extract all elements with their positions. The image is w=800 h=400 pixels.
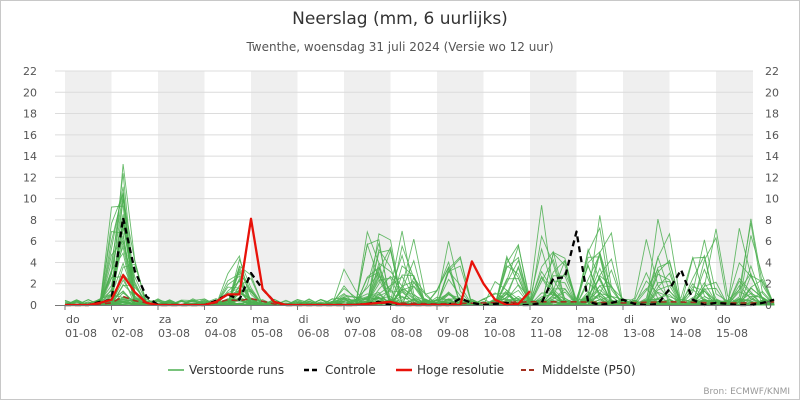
x-tick-weekday-9: za [485, 313, 498, 326]
x-tick-date-8: 09-08 [437, 327, 469, 340]
y-tick-right-4: 4 [765, 256, 772, 269]
x-tick-weekday-11: ma [578, 313, 595, 326]
legend[interactable]: Verstoorde runs Controle Hoge resolutie … [168, 363, 636, 377]
chart-title: Neerslag (mm, 6 uurlijks) [292, 9, 508, 29]
x-tick-date-4: 05-08 [251, 327, 283, 340]
x-tick-weekday-4: ma [252, 313, 269, 326]
x-tick-date-14: 15-08 [716, 327, 748, 340]
x-tick-weekday-10: zo [531, 313, 544, 326]
x-tick-date-0: 01-08 [65, 327, 97, 340]
y-tick-left-2: 2 [30, 278, 37, 291]
shade-band-4 [251, 71, 298, 305]
x-tick-weekday-0: do [66, 313, 80, 326]
x-tick-date-13: 14-08 [670, 327, 702, 340]
y-tick-right-22: 22 [765, 65, 779, 78]
x-tick-weekday-6: wo [345, 313, 361, 326]
shade-band-2 [158, 71, 205, 305]
x-tick-weekday-5: di [299, 313, 309, 326]
x-tick-date-2: 03-08 [158, 327, 190, 340]
x-tick-date-11: 12-08 [577, 327, 609, 340]
y-tick-left-18: 18 [23, 108, 37, 121]
y-tick-left-10: 10 [23, 193, 37, 206]
x-tick-weekday-14: do [717, 313, 731, 326]
x-tick-date-3: 04-08 [205, 327, 237, 340]
y-tick-left-14: 14 [23, 150, 37, 163]
x-tick-date-1: 02-08 [112, 327, 144, 340]
x-tick-date-12: 13-08 [623, 327, 655, 340]
y-tick-right-14: 14 [765, 150, 779, 163]
x-tick-weekday-8: vr [438, 313, 450, 326]
x-tick-date-7: 08-08 [391, 327, 423, 340]
y-tick-left-12: 12 [23, 171, 37, 184]
legend-label-median: Middelste (P50) [542, 363, 636, 377]
weekend-shading [65, 71, 753, 305]
y-tick-left-20: 20 [23, 86, 37, 99]
y-tick-right-8: 8 [765, 214, 772, 227]
gridlines [55, 70, 753, 285]
y-tick-right-2: 2 [765, 278, 772, 291]
shade-band-0 [65, 71, 112, 305]
x-tick-weekday-3: zo [206, 313, 219, 326]
series-line-middelste-p50 [65, 295, 775, 306]
legend-item-ensemble[interactable]: Verstoorde runs [168, 363, 284, 377]
x-tick-weekday-13: wo [671, 313, 687, 326]
x-tick-date-9: 10-08 [484, 327, 516, 340]
y-tick-right-10: 10 [765, 193, 779, 206]
x-tick-date-10: 11-08 [530, 327, 562, 340]
chart-subtitle: Twenthe, woensdag 31 juli 2024 (Versie w… [245, 40, 553, 54]
legend-label-hires: Hoge resolutie [417, 363, 504, 377]
x-tick-weekday-12: di [624, 313, 634, 326]
y-tick-right-18: 18 [765, 108, 779, 121]
x-tick-weekday-7: do [392, 313, 406, 326]
y-tick-right-16: 16 [765, 129, 779, 142]
y-tick-right-0: 0 [765, 299, 772, 312]
legend-item-control[interactable]: Controle [304, 363, 376, 377]
legend-label-control: Controle [325, 363, 376, 377]
y-tick-left-8: 8 [30, 214, 37, 227]
x-tick-weekday-1: vr [113, 313, 125, 326]
y-tick-left-16: 16 [23, 129, 37, 142]
x-tick-date-6: 07-08 [344, 327, 376, 340]
x-tick-weekday-2: za [159, 313, 172, 326]
legend-item-hires[interactable]: Hoge resolutie [396, 363, 504, 377]
legend-item-median[interactable]: Middelste (P50) [521, 363, 636, 377]
x-tick-date-5: 06-08 [298, 327, 330, 340]
y-tick-left-22: 22 [23, 65, 37, 78]
y-tick-right-20: 20 [765, 86, 779, 99]
y-tick-left-6: 6 [30, 235, 37, 248]
legend-label-ensemble: Verstoorde runs [189, 363, 284, 377]
credits: Bron: ECMWF/KNMI [703, 387, 790, 397]
y-tick-left-0: 0 [30, 299, 37, 312]
y-tick-right-6: 6 [765, 235, 772, 248]
y-tick-left-4: 4 [30, 256, 37, 269]
y-tick-right-12: 12 [765, 171, 779, 184]
